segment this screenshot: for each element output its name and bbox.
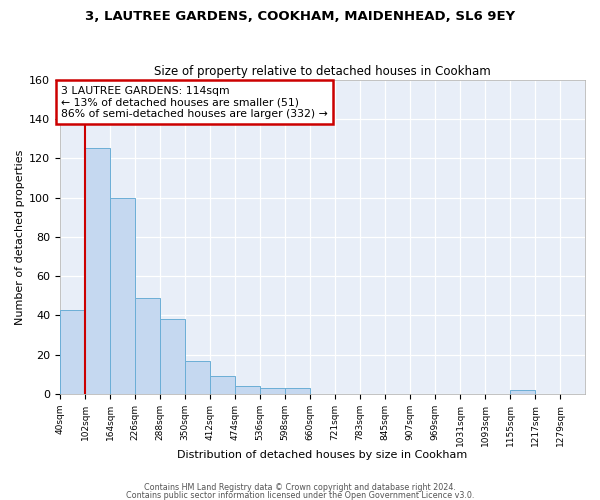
Title: Size of property relative to detached houses in Cookham: Size of property relative to detached ho…: [154, 66, 491, 78]
Bar: [85, 148, 110, 394]
Bar: [185, 360, 210, 394]
Bar: [235, 386, 260, 394]
Bar: [285, 388, 310, 394]
Bar: [510, 390, 535, 394]
Text: 3, LAUTREE GARDENS, COOKHAM, MAIDENHEAD, SL6 9EY: 3, LAUTREE GARDENS, COOKHAM, MAIDENHEAD,…: [85, 10, 515, 23]
Y-axis label: Number of detached properties: Number of detached properties: [15, 149, 25, 324]
Bar: [135, 298, 160, 394]
X-axis label: Distribution of detached houses by size in Cookham: Distribution of detached houses by size …: [178, 450, 467, 460]
Bar: [160, 320, 185, 394]
Text: Contains HM Land Registry data © Crown copyright and database right 2024.: Contains HM Land Registry data © Crown c…: [144, 484, 456, 492]
Bar: [110, 198, 135, 394]
Bar: [210, 376, 235, 394]
Bar: [260, 388, 285, 394]
Text: Contains public sector information licensed under the Open Government Licence v3: Contains public sector information licen…: [126, 490, 474, 500]
Bar: [60, 310, 85, 394]
Text: 3 LAUTREE GARDENS: 114sqm
← 13% of detached houses are smaller (51)
86% of semi-: 3 LAUTREE GARDENS: 114sqm ← 13% of detac…: [61, 86, 328, 119]
